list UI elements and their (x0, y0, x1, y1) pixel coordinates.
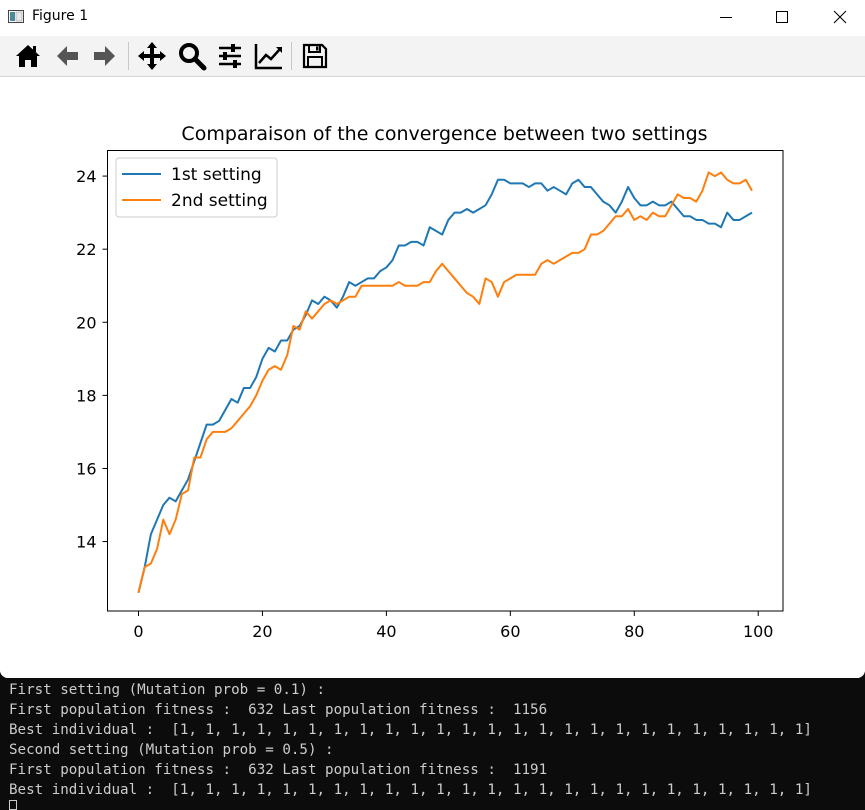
y-tick-label: 20 (76, 313, 96, 332)
minimize-icon (720, 17, 732, 18)
figure-app-icon (8, 10, 24, 23)
pan-move-icon (138, 42, 166, 70)
x-axis: 0 20 40 60 80 100 (133, 611, 773, 641)
back-button[interactable] (51, 40, 83, 72)
series-line-1 (137, 178, 753, 593)
x-tick-label: 100 (743, 622, 774, 641)
figure-canvas[interactable]: Comparaison of the convergence between t… (0, 77, 865, 678)
legend: 1st setting 2nd setting (115, 157, 278, 218)
title-bar: Figure 1 (0, 0, 865, 34)
close-icon (833, 10, 847, 24)
plot-frame (107, 150, 784, 612)
home-button[interactable] (12, 40, 44, 72)
legend-label-2nd-setting: 2nd setting (171, 191, 268, 211)
configure-subplots-button[interactable] (214, 40, 246, 72)
x-tick-label: 80 (624, 622, 644, 641)
x-tick-label: 0 (133, 622, 143, 641)
zoom-button[interactable] (176, 40, 208, 72)
save-floppy-icon (302, 43, 328, 69)
zoom-magnifier-icon (179, 43, 207, 71)
legend-label-1st-setting: 1st setting (171, 165, 262, 185)
legend-box (115, 157, 278, 218)
configure-subplots-icon (219, 44, 241, 68)
console-line: Best individual : [1, 1, 1, 1, 1, 1, 1, … (9, 782, 812, 798)
terminal-output: First setting (Mutation prob = 0.1) : Fi… (0, 678, 865, 810)
maximize-icon (776, 11, 788, 23)
minimize-button[interactable] (703, 0, 749, 34)
console-line: First setting (Mutation prob = 0.1) : (9, 682, 326, 698)
y-tick-label: 16 (76, 459, 96, 478)
terminal-cursor (9, 800, 17, 810)
plot-lines (137, 171, 753, 593)
x-tick-label: 60 (500, 622, 520, 641)
y-tick-label: 18 (76, 386, 96, 405)
y-tick-label: 14 (76, 533, 96, 552)
x-tick-label: 20 (252, 622, 272, 641)
console-line: First population fitness : 632 Last popu… (9, 762, 548, 778)
forward-arrow-icon (94, 46, 115, 66)
maximize-button[interactable] (759, 0, 805, 34)
home-icon (16, 45, 40, 67)
back-arrow-icon (57, 46, 78, 66)
toolbar-separator (128, 42, 129, 70)
series-line-2 (137, 171, 753, 593)
console-line: Second setting (Mutation prob = 0.5) : (9, 742, 334, 758)
edit-axis-button[interactable] (253, 40, 285, 72)
y-tick-label: 24 (76, 167, 96, 186)
save-button[interactable] (299, 40, 331, 72)
console-line: Best individual : [1, 1, 1, 1, 1, 1, 1, … (9, 722, 812, 738)
y-tick-label: 22 (76, 240, 96, 259)
x-tick-label: 40 (376, 622, 396, 641)
close-button[interactable] (817, 0, 863, 34)
window-title: Figure 1 (32, 8, 89, 24)
navigation-toolbar (0, 36, 865, 77)
pan-button[interactable] (136, 40, 168, 72)
y-axis: 14 16 18 20 22 24 (76, 167, 108, 552)
edit-axis-icon (254, 44, 282, 70)
chart-title: Comparaison of the convergence between t… (181, 123, 707, 145)
figure-window: Figure 1 (0, 0, 865, 678)
console-line: First population fitness : 632 Last popu… (9, 702, 548, 718)
forward-button[interactable] (89, 40, 121, 72)
toolbar-separator (291, 42, 292, 70)
